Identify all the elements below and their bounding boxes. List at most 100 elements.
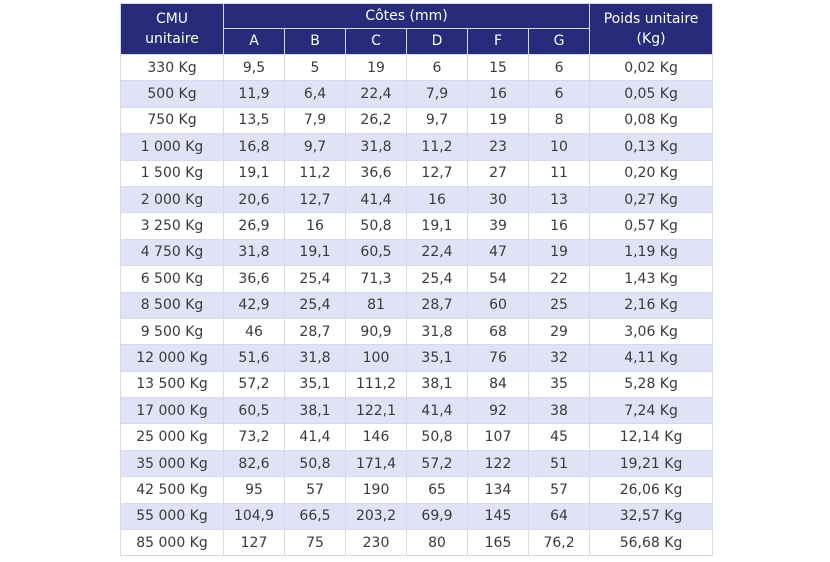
- cell-poids: 32,57 Kg: [589, 502, 714, 531]
- cell-g: 6: [527, 80, 591, 108]
- cell-d: 80: [406, 529, 468, 557]
- cell-poids: 0,05 Kg: [589, 80, 714, 108]
- cell-d: 35,1: [406, 344, 468, 372]
- cell-f: 92: [467, 397, 529, 425]
- cell-g: 19: [527, 238, 591, 267]
- header-cmu: CMU unitaire: [120, 3, 224, 55]
- cell-d: 19,1: [406, 212, 468, 240]
- cell-cmu: 9 500 Kg: [120, 317, 224, 346]
- cell-poids: 0,27 Kg: [589, 185, 714, 214]
- header-cotes: Côtes (mm): [222, 3, 591, 29]
- cell-f: 68: [467, 317, 529, 346]
- cell-f: 16: [467, 80, 529, 108]
- cell-c: 171,4: [345, 449, 407, 478]
- cell-cmu: 3 250 Kg: [120, 212, 224, 240]
- cell-f: 54: [467, 265, 529, 293]
- cell-f: 76: [467, 344, 529, 372]
- cell-f: 122: [467, 449, 529, 478]
- specs-table: CMU unitaire Côtes (mm) Poids unitaire (…: [120, 3, 714, 557]
- cell-cmu: 1 500 Kg: [120, 159, 224, 187]
- cell-cmu: 4 750 Kg: [120, 238, 224, 267]
- cell-c: 31,8: [345, 133, 407, 161]
- table-row: 330 Kg 9,5 5 19 6 15 6 0,02 Kg: [120, 53, 714, 82]
- cell-poids: 2,16 Kg: [589, 291, 714, 319]
- cell-cmu: 6 500 Kg: [120, 265, 224, 293]
- cell-c: 71,3: [345, 265, 407, 293]
- table-row: 1 000 Kg 16,8 9,7 31,8 11,2 23 10 0,13 Kg: [120, 133, 714, 161]
- header-poids: Poids unitaire (Kg): [589, 3, 714, 55]
- cell-g: 51: [527, 449, 591, 478]
- table-row: 42 500 Kg 95 57 190 65 134 57 26,06 Kg: [120, 476, 714, 504]
- cell-f: 15: [467, 53, 529, 82]
- cell-c: 100: [345, 344, 407, 372]
- cell-cmu: 42 500 Kg: [120, 476, 224, 504]
- cell-poids: 56,68 Kg: [589, 529, 714, 557]
- cell-g: 10: [527, 133, 591, 161]
- cell-g: 57: [527, 476, 591, 504]
- cell-poids: 26,06 Kg: [589, 476, 714, 504]
- table-row: 17 000 Kg 60,5 38,1 122,1 41,4 92 38 7,24 Kg: [120, 397, 714, 425]
- cell-a: 36,6: [223, 265, 285, 293]
- cell-poids: 0,08 Kg: [589, 106, 714, 135]
- cell-cmu: 25 000 Kg: [120, 423, 224, 451]
- cell-d: 12,7: [406, 159, 468, 187]
- header-dim-a: A: [223, 27, 285, 56]
- cell-g: 32: [527, 344, 591, 372]
- header-dim-g: G: [527, 27, 591, 56]
- table-row: 3 250 Kg 26,9 16 50,8 19,1 39 16 0,57 Kg: [120, 212, 714, 240]
- cell-b: 16: [284, 212, 346, 240]
- cell-c: 41,4: [345, 185, 407, 214]
- cell-b: 6,4: [284, 80, 346, 108]
- cell-cmu: 12 000 Kg: [120, 344, 224, 372]
- cell-g: 35: [527, 370, 591, 399]
- cell-f: 47: [467, 238, 529, 267]
- cell-g: 8: [527, 106, 591, 135]
- cell-a: 127: [223, 529, 285, 557]
- cell-a: 104,9: [223, 502, 285, 531]
- cell-a: 11,9: [223, 80, 285, 108]
- cell-b: 19,1: [284, 238, 346, 267]
- header-dim-c: C: [345, 27, 407, 56]
- cell-poids: 0,57 Kg: [589, 212, 714, 240]
- cell-cmu: 1 000 Kg: [120, 133, 224, 161]
- cell-d: 11,2: [406, 133, 468, 161]
- cell-g: 76,2: [527, 529, 591, 557]
- cell-cmu: 750 Kg: [120, 106, 224, 135]
- cell-d: 65: [406, 476, 468, 504]
- cell-b: 38,1: [284, 397, 346, 425]
- cell-g: 25: [527, 291, 591, 319]
- cell-cmu: 35 000 Kg: [120, 449, 224, 478]
- cell-g: 11: [527, 159, 591, 187]
- table-row: 750 Kg 13,5 7,9 26,2 9,7 19 8 0,08 Kg: [120, 106, 714, 135]
- cell-b: 41,4: [284, 423, 346, 451]
- cell-cmu: 17 000 Kg: [120, 397, 224, 425]
- header-poids-label: Poids unitaire (Kg): [603, 11, 699, 47]
- cell-g: 13: [527, 185, 591, 214]
- cell-f: 23: [467, 133, 529, 161]
- table-row: 13 500 Kg 57,2 35,1 111,2 38,1 84 35 5,28 Kg: [120, 370, 714, 399]
- cell-cmu: 85 000 Kg: [120, 529, 224, 557]
- cell-b: 25,4: [284, 265, 346, 293]
- cell-f: 60: [467, 291, 529, 319]
- cell-g: 29: [527, 317, 591, 346]
- cell-b: 75: [284, 529, 346, 557]
- cell-f: 19: [467, 106, 529, 135]
- cell-a: 57,2: [223, 370, 285, 399]
- cell-d: 50,8: [406, 423, 468, 451]
- cell-b: 31,8: [284, 344, 346, 372]
- cell-g: 38: [527, 397, 591, 425]
- cell-a: 20,6: [223, 185, 285, 214]
- table-header: CMU unitaire Côtes (mm) Poids unitaire (…: [120, 3, 714, 56]
- cell-a: 26,9: [223, 212, 285, 240]
- cell-c: 190: [345, 476, 407, 504]
- cell-d: 69,9: [406, 502, 468, 531]
- cell-c: 90,9: [345, 317, 407, 346]
- cell-b: 25,4: [284, 291, 346, 319]
- cell-f: 39: [467, 212, 529, 240]
- cell-d: 57,2: [406, 449, 468, 478]
- cell-c: 230: [345, 529, 407, 557]
- cell-d: 31,8: [406, 317, 468, 346]
- cell-g: 6: [527, 53, 591, 82]
- cell-b: 7,9: [284, 106, 346, 135]
- cell-c: 122,1: [345, 397, 407, 425]
